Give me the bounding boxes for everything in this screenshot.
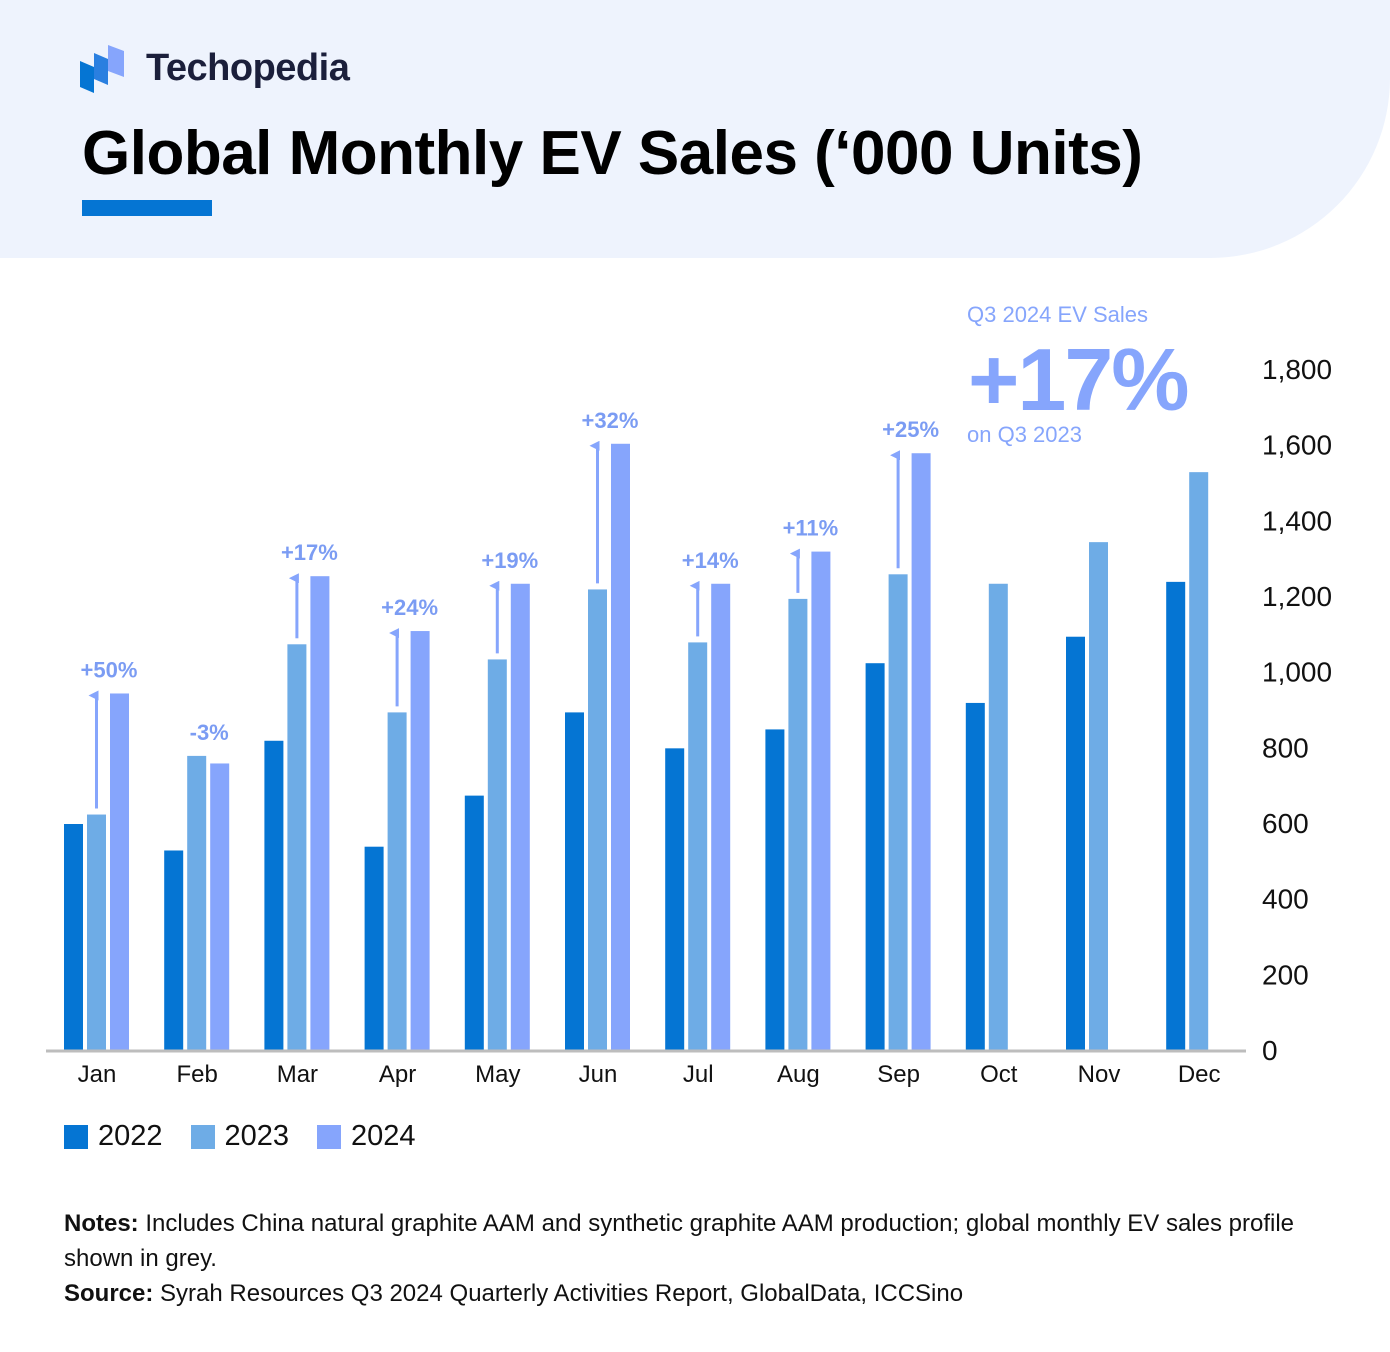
bar-2024-may <box>510 583 530 1051</box>
notes-paragraph: Notes: Includes China natural graphite A… <box>64 1206 1294 1276</box>
notes-label: Notes: <box>64 1210 139 1237</box>
bar-2024-aug <box>811 551 831 1051</box>
x-tick-apr: Apr <box>379 1061 416 1088</box>
growth-label-may: +19% <box>481 548 538 573</box>
y-tick-600: 600 <box>1262 808 1309 839</box>
legend-item-2024: 2024 <box>317 1120 416 1153</box>
page-title: Global Monthly EV Sales (‘000 Units) <box>82 119 1143 188</box>
techopedia-logo-icon <box>80 45 124 93</box>
callout-label: Q3 2024 EV Sales <box>967 302 1148 327</box>
growth-label-aug: +11% <box>783 516 839 541</box>
y-tick-0: 0 <box>1262 1035 1278 1066</box>
bar-2023-jan <box>87 814 106 1051</box>
notes-text: Includes China natural graphite AAM and … <box>64 1210 1295 1272</box>
x-tick-may: May <box>475 1061 520 1088</box>
y-tick-400: 400 <box>1262 884 1309 915</box>
header-panel: Techopedia Global Monthly EV Sales (‘000… <box>0 0 1390 258</box>
bar-2022-aug <box>765 729 785 1051</box>
bar-2022-apr <box>364 846 384 1051</box>
growth-label-jan: +50% <box>81 657 138 682</box>
x-tick-sep: Sep <box>877 1061 920 1088</box>
legend-swatch-2024 <box>317 1124 342 1149</box>
bar-2024-jun <box>611 443 630 1051</box>
growth-label-feb: -3% <box>190 720 229 745</box>
x-tick-dec: Dec <box>1178 1061 1221 1088</box>
x-tick-mar: Mar <box>277 1061 318 1088</box>
legend-item-2022: 2022 <box>64 1120 163 1153</box>
y-tick-200: 200 <box>1262 959 1309 990</box>
bar-2022-mar <box>264 740 284 1051</box>
x-tick-feb: Feb <box>177 1061 218 1088</box>
legend-label-2022: 2022 <box>98 1120 163 1152</box>
bar-2022-feb <box>164 850 184 1051</box>
source-paragraph: Source: Syrah Resources Q3 2024 Quarterl… <box>64 1276 1294 1311</box>
bar-2023-sep <box>888 574 908 1051</box>
y-tick-1600: 1,600 <box>1262 430 1332 461</box>
callout-sub: on Q3 2023 <box>967 422 1082 447</box>
y-tick-800: 800 <box>1262 732 1309 763</box>
legend-swatch-2023 <box>190 1124 215 1149</box>
brand-logo[interactable]: Techopedia <box>80 40 350 96</box>
bar-2022-jul <box>665 748 685 1051</box>
y-tick-1800: 1,800 <box>1262 354 1332 385</box>
bar-2023-oct <box>988 583 1008 1051</box>
bar-chart: Jan +50% Feb -3% Mar +17% Apr +24% May +19% Jun +32… <box>46 302 1332 1088</box>
growth-label-apr: +24% <box>381 595 438 620</box>
brand-name: Techopedia <box>146 46 350 89</box>
x-tick-oct: Oct <box>980 1061 1018 1088</box>
title-underline <box>82 200 212 216</box>
bar-2024-jan <box>110 693 129 1051</box>
x-tick-jan: Jan <box>78 1061 117 1088</box>
bar-2023-mar <box>287 644 307 1051</box>
bar-2024-jul <box>711 583 731 1051</box>
bar-2022-may <box>464 795 484 1051</box>
x-tick-jul: Jul <box>683 1061 714 1088</box>
growth-label-mar: +17% <box>281 540 338 565</box>
bar-2023-apr <box>387 712 407 1051</box>
bar-2022-oct <box>965 702 985 1051</box>
x-tick-jun: Jun <box>579 1061 618 1088</box>
bar-2024-mar <box>310 576 330 1051</box>
y-tick-1400: 1,400 <box>1262 505 1332 536</box>
y-tick-1200: 1,200 <box>1262 581 1332 612</box>
bar-2022-sep <box>865 663 885 1051</box>
y-tick-1000: 1,000 <box>1262 657 1332 688</box>
bar-2024-sep <box>911 453 931 1051</box>
bar-2023-aug <box>788 598 808 1051</box>
bar-2023-nov <box>1089 542 1108 1051</box>
notes-block: Notes: Includes China natural graphite A… <box>64 1206 1294 1311</box>
source-label: Source: <box>64 1280 154 1307</box>
bar-2023-feb <box>187 755 207 1051</box>
bar-2022-jun <box>565 712 584 1051</box>
chart-legend: 2022 2023 2024 <box>64 1120 416 1153</box>
source-text: Syrah Resources Q3 2024 Quarterly Activi… <box>160 1280 964 1307</box>
bar-2024-feb <box>210 763 230 1051</box>
bar-2023-jun <box>588 589 607 1051</box>
legend-item-2023: 2023 <box>190 1120 290 1153</box>
growth-label-jun: +32% <box>582 408 639 433</box>
x-tick-nov: Nov <box>1078 1061 1121 1088</box>
bar-2022-jan <box>64 824 83 1051</box>
legend-label-2023: 2023 <box>224 1120 290 1152</box>
x-tick-aug: Aug <box>777 1061 820 1088</box>
callout-value: +17% <box>968 330 1188 429</box>
bar-2024-apr <box>410 631 430 1051</box>
growth-label-sep: +25% <box>882 417 939 442</box>
bar-2023-jul <box>688 642 708 1051</box>
legend-swatch-2022 <box>64 1124 88 1149</box>
legend-label-2024: 2024 <box>351 1120 416 1152</box>
bar-2023-may <box>487 659 507 1051</box>
bar-2022-dec <box>1166 581 1186 1051</box>
growth-label-jul: +14% <box>682 548 739 573</box>
bar-2022-nov <box>1066 636 1085 1051</box>
bar-2023-dec <box>1189 472 1209 1051</box>
